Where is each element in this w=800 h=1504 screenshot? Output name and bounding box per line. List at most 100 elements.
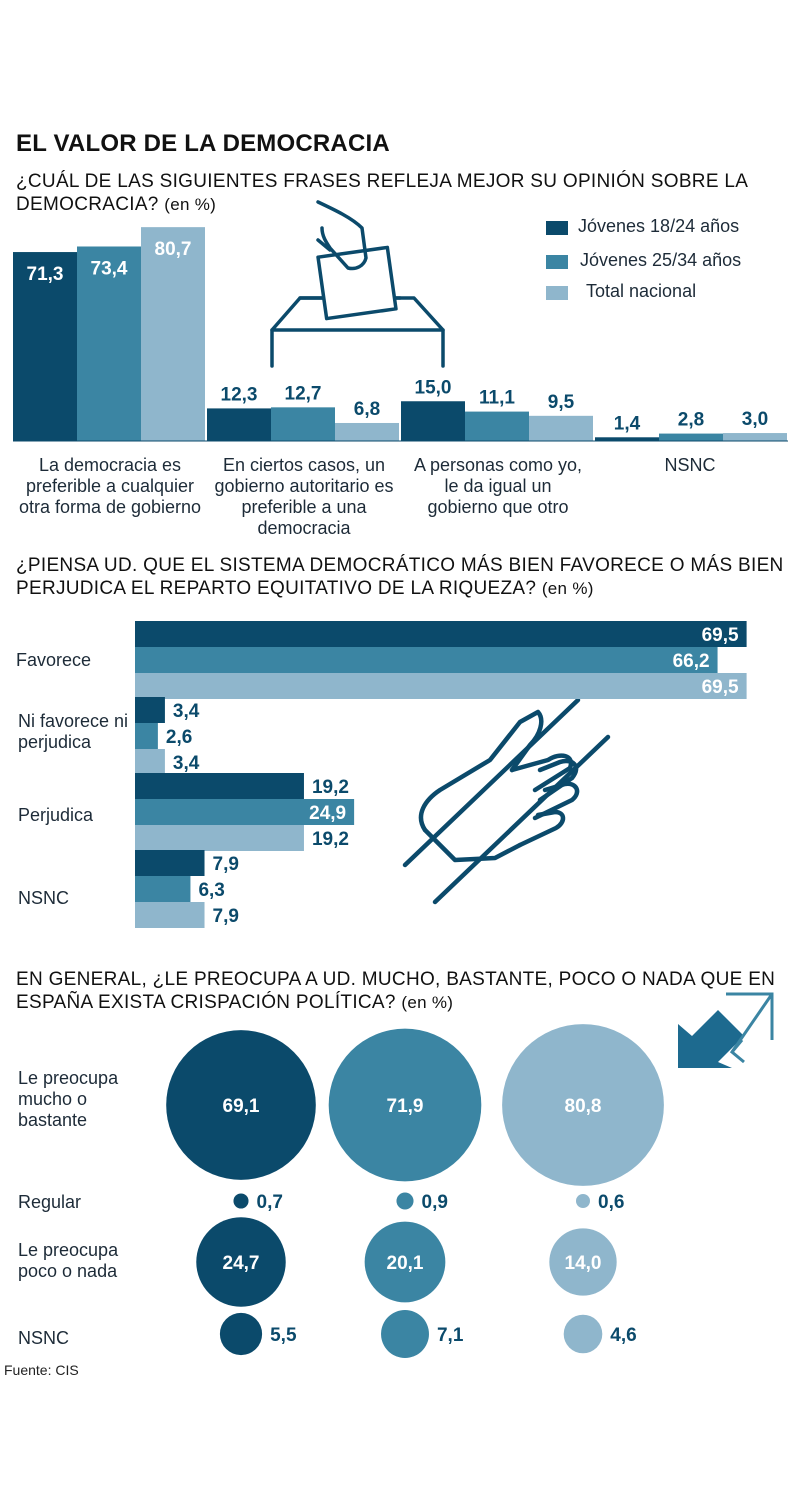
bar-label-c3-s2: 3,0 <box>742 409 768 430</box>
bar-label-c2-s2: 9,5 <box>548 392 575 413</box>
hbar-label-c3-s2: 7,9 <box>213 906 239 927</box>
row-label-preocupa-mucho: Le preocupa mucho o bastante <box>18 1068 119 1130</box>
hbar-c1-s1 <box>135 723 158 749</box>
bubble-c2-s1 <box>364 1221 446 1303</box>
bar-c1-s2 <box>335 422 399 441</box>
hbar-label-c0-s0: 69,5 <box>702 625 739 646</box>
question-2: ¿PIENSA UD. QUE EL SISTEMA DEMOCRÁTICO M… <box>16 554 786 600</box>
bar-c2-s0 <box>401 401 465 441</box>
hbar-label-c3-s1: 6,3 <box>198 880 224 901</box>
bubble-label-c3-s1: 7,1 <box>437 1325 464 1346</box>
question-1-unit: (en %) <box>164 195 217 214</box>
hbar-label-c1-s2: 3,4 <box>173 753 200 774</box>
ballot-box-icon <box>270 200 445 368</box>
legend-swatch-s3 <box>546 286 568 300</box>
category-label-nsnc: NSNC <box>664 455 716 475</box>
page-title: EL VALOR DE LA DEMOCRACIA <box>16 130 390 157</box>
hbar-c3-s1 <box>135 876 191 902</box>
arrows-opposing-icon <box>678 992 774 1068</box>
bubble-label-c2-s0: 24,7 <box>223 1253 260 1274</box>
bar-c1-s0 <box>207 408 271 441</box>
hbar-label-c0-s1: 66,2 <box>673 651 710 672</box>
question-3-unit: (en %) <box>401 993 454 1012</box>
bar-c3-s1 <box>659 433 723 441</box>
hbar-label-c1-s1: 2,6 <box>166 727 192 748</box>
bubble-c0-s0 <box>166 1030 316 1180</box>
bar-c1-s1 <box>271 407 335 441</box>
bubble-c0-s1 <box>328 1028 482 1182</box>
question-2-unit: (en %) <box>541 579 594 598</box>
bubble-label-c3-s0: 5,5 <box>270 1325 297 1346</box>
bar-label-c1-s2: 6,8 <box>354 399 380 420</box>
bar-label-c3-s0: 1,4 <box>614 413 641 434</box>
hbar-label-c1-s0: 3,4 <box>173 701 200 722</box>
row-label-perjudica: Perjudica <box>18 805 94 825</box>
bar-label-c3-s1: 2,8 <box>678 410 704 431</box>
hbar-label-c2-s1: 24,9 <box>309 803 346 824</box>
bubble-label-c3-s2: 4,6 <box>610 1325 636 1346</box>
bubble-label-c1-s2: 0,6 <box>598 1192 624 1213</box>
bar-c0-s2 <box>141 227 205 441</box>
bar-label-c1-s1: 12,7 <box>285 383 322 404</box>
hbar-c2-s2 <box>135 825 304 851</box>
hbar-c0-s2 <box>135 673 747 699</box>
bar-c3-s2 <box>723 433 787 441</box>
question-3-text: EN GENERAL, ¿LE PREOCUPA A UD. MUCHO, BA… <box>16 969 776 1013</box>
hbar-c0-s0 <box>135 621 747 647</box>
hbar-c3-s0 <box>135 850 205 876</box>
legend-swatch-s2 <box>546 255 568 269</box>
handshake-pen-icon <box>402 697 611 905</box>
bubble-c3-s0 <box>219 1312 263 1356</box>
bubble-label-c2-s2: 14,0 <box>565 1253 602 1274</box>
legend-label-s1: Jóvenes 18/24 años <box>578 216 740 236</box>
hbar-c3-s2 <box>135 902 205 928</box>
chart-1-vertical-bars: 71,3 73,4 80,7 12,3 12,7 6,8 15,0 11,1 9,5 1,4 2,8… <box>13 200 788 442</box>
hbar-label-c2-s0: 19,2 <box>312 777 349 798</box>
bubble-label-c0-s2: 80,8 <box>565 1096 602 1117</box>
hbar-c1-s2 <box>135 749 165 775</box>
bubble-c1-s1 <box>396 1192 414 1210</box>
chart-3-bubbles: 69,1 71,9 80,8 0,7 0,9 0,6 24,7 20,1 14,0 5,5 7,1 4… <box>166 992 774 1358</box>
row-label-preocupa-poco: Le preocupa poco o nada <box>18 1240 119 1281</box>
hbar-c0-s1 <box>135 647 718 673</box>
bubble-c1-s0 <box>233 1193 249 1209</box>
category-label-democracy-preferable: La democracia es preferible a cualquier … <box>18 455 202 517</box>
legend-label-s3: Total nacional <box>586 281 697 301</box>
bar-c0-s1 <box>77 246 141 441</box>
source-note: Fuente: CIS <box>4 1362 79 1378</box>
bar-c2-s2 <box>529 415 593 441</box>
row-label-nsnc-3: NSNC <box>18 1328 70 1348</box>
bar-label-c0-s2: 80,7 <box>155 239 192 260</box>
bubble-c1-s2 <box>576 1194 590 1208</box>
hbar-c2-s1 <box>135 799 355 825</box>
row-label-nsnc: NSNC <box>18 888 70 908</box>
bar-c2-s1 <box>465 411 529 441</box>
bubble-c2-s0 <box>196 1217 286 1307</box>
question-3: EN GENERAL, ¿LE PREOCUPA A UD. MUCHO, BA… <box>16 968 776 1014</box>
bubble-label-c2-s1: 20,1 <box>387 1253 424 1274</box>
bubble-c3-s2 <box>563 1314 603 1354</box>
legend-swatch-s1 <box>546 221 568 235</box>
category-label-authoritarian: En ciertos casos, un gobierno autoritari… <box>214 455 394 538</box>
bar-c3-s0 <box>595 437 659 441</box>
bubble-c3-s1 <box>381 1310 429 1358</box>
bubble-c2-s2 <box>549 1228 617 1296</box>
hbar-label-c3-s0: 7,9 <box>213 854 239 875</box>
category-label-indifferent: A personas como yo, le da igual un gobie… <box>413 455 583 517</box>
question-1: ¿CUÁL DE LAS SIGUIENTES FRASES REFLEJA M… <box>16 170 776 216</box>
hbar-label-c0-s2: 69,5 <box>702 677 739 698</box>
bubble-label-c1-s1: 0,9 <box>422 1192 448 1213</box>
bar-label-c0-s0: 71,3 <box>27 264 64 285</box>
legend-label-s2: Jóvenes 25/34 años <box>580 250 742 270</box>
bubble-c0-s2 <box>502 1024 664 1186</box>
hbar-label-c2-s2: 19,2 <box>312 829 349 850</box>
bar-label-c2-s0: 15,0 <box>415 377 452 398</box>
row-label-favorece: Favorece <box>16 650 92 670</box>
row-label-regular: Regular <box>18 1192 82 1212</box>
row-label-ni-favorece: Ni favorece ni perjudica <box>18 711 129 752</box>
bubble-label-c1-s0: 0,7 <box>257 1192 283 1213</box>
hbar-c2-s0 <box>135 773 304 799</box>
bubble-label-c0-s0: 69,1 <box>223 1096 260 1117</box>
bar-label-c2-s1: 11,1 <box>479 388 515 409</box>
bar-label-c1-s0: 12,3 <box>221 384 258 405</box>
